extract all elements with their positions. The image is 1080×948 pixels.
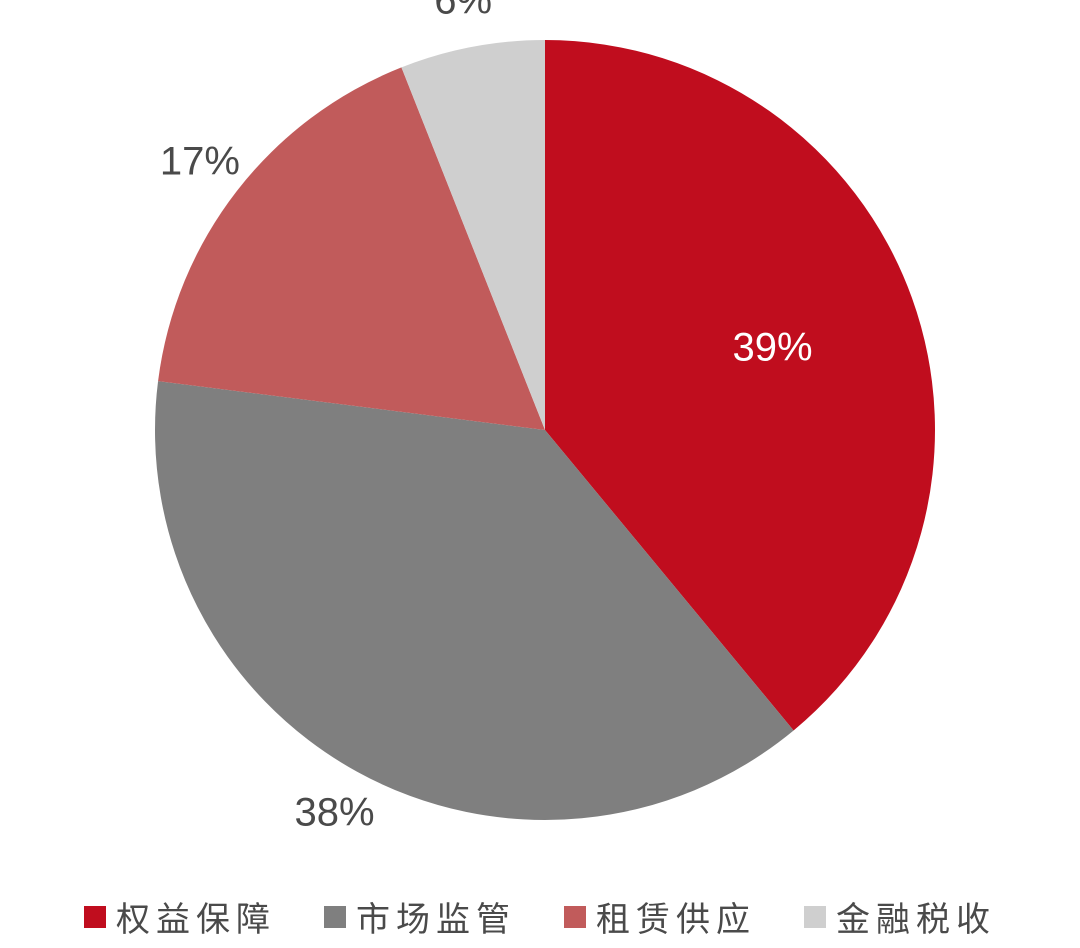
legend-label-2: 租赁供应 [596, 892, 756, 941]
legend-item-0: 权益保障 [84, 892, 276, 941]
pie-chart-container: 39% 38% 17% 6% 权益保障 市场监管 租赁供应 金融税收 [0, 0, 1080, 948]
legend-label-3: 金融税收 [836, 892, 996, 941]
legend-marker-1 [324, 906, 346, 928]
legend-label-1: 市场监管 [356, 892, 516, 941]
legend-item-1: 市场监管 [324, 892, 516, 941]
pie-slice-label-3: 6% [434, 0, 492, 23]
legend-marker-2 [564, 906, 586, 928]
pie-slice-label-1: 38% [295, 790, 375, 835]
legend-item-2: 租赁供应 [564, 892, 756, 941]
legend-item-3: 金融税收 [804, 892, 996, 941]
pie-slice-label-0: 39% [732, 326, 812, 371]
legend-label-0: 权益保障 [116, 892, 276, 941]
legend-marker-0 [84, 906, 106, 928]
legend-marker-3 [804, 906, 826, 928]
pie-slice-label-2: 17% [160, 140, 240, 185]
chart-legend: 权益保障 市场监管 租赁供应 金融税收 [0, 892, 1080, 941]
